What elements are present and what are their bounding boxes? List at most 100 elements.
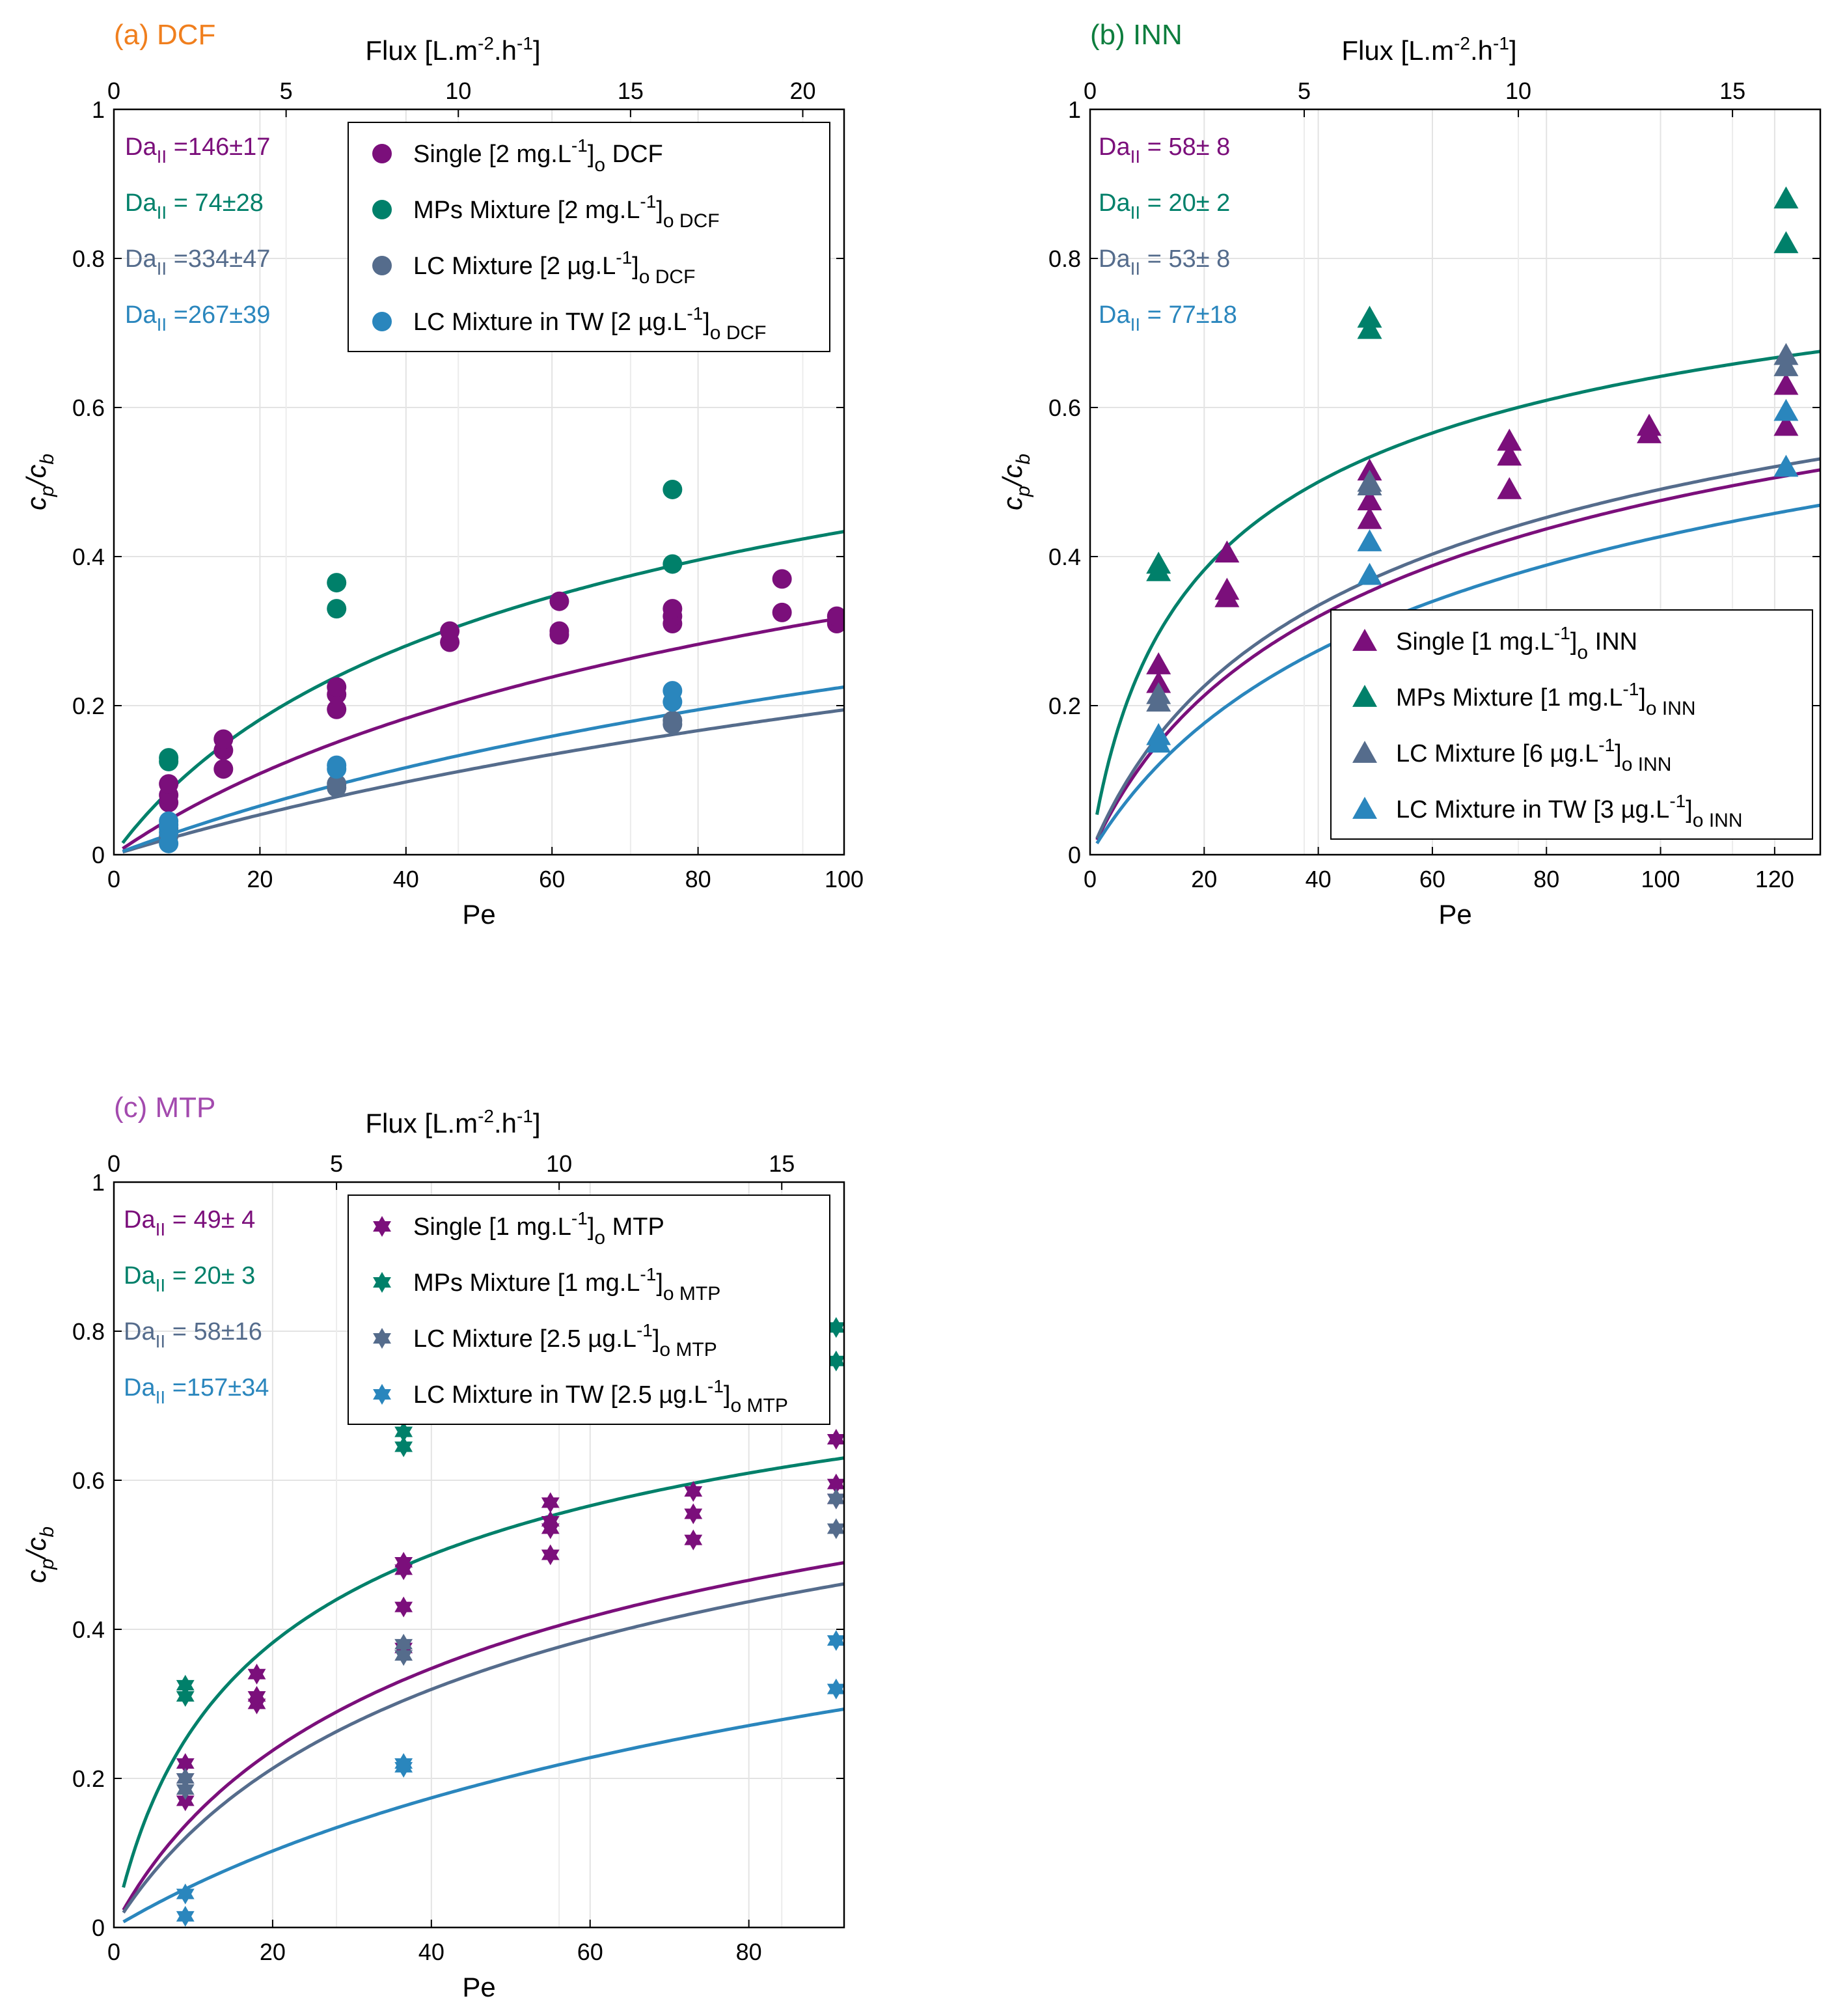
data-point-lctw xyxy=(176,1905,195,1927)
data-point-single xyxy=(1214,540,1240,563)
fit-curve-mps xyxy=(1095,350,1820,815)
legend-marker-lctw xyxy=(1352,797,1377,819)
legend-entry-mps: MPs Mixture [1 mg.L-1]o MTP xyxy=(413,1264,720,1305)
legend-marker-lc-b xyxy=(373,1333,391,1349)
data-point-mps xyxy=(327,599,347,619)
x2-tick-label: 0 xyxy=(107,77,120,104)
data-point-single xyxy=(684,1481,703,1502)
legend: Single [2 mg.L-1]o DCF MPs Mixture [2 mg.… xyxy=(348,122,830,352)
fit-curve-mps xyxy=(121,530,844,844)
data-point-single xyxy=(247,1686,266,1707)
data-point-lctw xyxy=(1773,454,1799,477)
y-tick-label: 1 xyxy=(1068,96,1081,123)
data-point-single xyxy=(827,606,844,626)
x2-axis-title: Flux [L.m-2.h-1] xyxy=(1341,33,1516,66)
data-point-lctw-b xyxy=(176,1888,195,1905)
data-point-mps xyxy=(1146,551,1171,574)
legend-entry-lc: LC Mixture [6 µg.L-1]o INN xyxy=(1396,735,1671,775)
legend-marker-single-b xyxy=(373,1221,391,1237)
x2-tick-label: 20 xyxy=(789,77,815,104)
y-tick-label: 1 xyxy=(92,1169,105,1196)
data-point-mps-b xyxy=(827,1355,844,1372)
x2-axis-title: Flux [L.m-2.h-1] xyxy=(365,1106,540,1139)
da-label-lctw: DaII =267±39 xyxy=(125,301,270,335)
data-point-single xyxy=(440,621,460,641)
axes-box xyxy=(113,108,845,856)
legend-marker-mps xyxy=(373,1272,391,1293)
data-point-mps xyxy=(1357,305,1382,328)
x-axis-title: Pe xyxy=(462,1972,495,2002)
data-point-lc-b xyxy=(827,1493,844,1510)
y-tick-label: 0.6 xyxy=(1048,394,1081,421)
legend-marker-single xyxy=(373,1216,391,1237)
data-point-lc xyxy=(827,1518,844,1540)
data-point-single xyxy=(684,1529,703,1551)
fit-curves xyxy=(1095,350,1820,845)
data-point-lc-b xyxy=(394,1638,413,1655)
fit-curve-mps xyxy=(122,1456,844,1888)
panel-label: (b) INN xyxy=(1090,19,1183,51)
data-point-single xyxy=(549,625,569,645)
data-point-single-b xyxy=(684,1508,703,1525)
y-tick-label: 1 xyxy=(92,96,105,123)
y-tick-label: 0 xyxy=(92,1914,105,1941)
data-point-single xyxy=(1214,577,1240,600)
da-label-single: DaII = 49± 4 xyxy=(124,1206,255,1239)
data-point-lc-b xyxy=(394,1650,413,1666)
x2-axis-title: Flux [L.m-2.h-1] xyxy=(365,33,540,66)
x-axis-title: Pe xyxy=(462,899,495,930)
legend-entry-lc: LC Mixture [2.5 µg.L-1]o MTP xyxy=(413,1320,717,1360)
data-points xyxy=(1146,186,1799,753)
y-tick-label: 0.4 xyxy=(1048,544,1081,570)
y-tick-label: 0.8 xyxy=(72,1318,105,1345)
data-point-single-b xyxy=(827,1434,844,1450)
data-point-single-b xyxy=(247,1691,266,1707)
da-label-lc: DaII = 58±16 xyxy=(124,1318,262,1351)
panel-label: (a) DCF xyxy=(114,19,215,51)
x-tick-label: 0 xyxy=(1084,866,1097,892)
data-point-lctw xyxy=(327,755,347,775)
data-point-single-b xyxy=(541,1549,560,1566)
data-point-mps xyxy=(176,1674,195,1696)
legend-entry-mps: MPs Mixture [1 mg.L-1]o INN xyxy=(1396,679,1696,719)
fit-curve-single xyxy=(122,1561,844,1911)
x-tick-label: 20 xyxy=(1191,866,1217,892)
da-label-lc: DaII =334±47 xyxy=(125,245,270,279)
x2-tick-label: 15 xyxy=(1719,77,1745,104)
y-axis-title: cp/cb xyxy=(997,454,1034,510)
data-point-mps xyxy=(663,554,683,574)
y-tick-label: 0.6 xyxy=(72,1467,105,1494)
x2-tick-label: 10 xyxy=(1505,77,1531,104)
data-point-single xyxy=(1497,443,1522,466)
da-label-lctw: DaII = 77±18 xyxy=(1099,301,1237,335)
legend-marker-single xyxy=(1352,629,1377,651)
x2-tick-label: 5 xyxy=(1298,77,1311,104)
data-point-single-b xyxy=(394,1556,413,1573)
y-tick-label: 0.6 xyxy=(72,394,105,421)
legend-entry-lc: LC Mixture [2 µg.L-1]o DCF xyxy=(413,247,695,288)
da-label-mps: DaII = 20± 2 xyxy=(1099,189,1230,223)
legend-box xyxy=(348,122,830,352)
x-tick-label: 60 xyxy=(539,866,565,892)
data-point-mps xyxy=(663,479,683,499)
da-label-mps: DaII = 20± 3 xyxy=(124,1262,255,1295)
y-tick-label: 0.2 xyxy=(1048,693,1081,719)
data-point-single xyxy=(394,1551,413,1573)
legend-marker-lc xyxy=(1352,741,1377,763)
axes-box xyxy=(113,1181,845,1929)
data-point-lctw xyxy=(827,1678,844,1700)
data-point-single xyxy=(827,1473,844,1495)
data-point-mps xyxy=(327,573,347,593)
x2-tick-label: 15 xyxy=(618,77,644,104)
da-label-single: DaII = 58± 8 xyxy=(1099,133,1230,167)
data-point-lc xyxy=(1357,469,1382,492)
data-point-single xyxy=(1773,413,1799,436)
data-point-mps-b xyxy=(176,1691,195,1707)
data-point-lctw xyxy=(1357,529,1382,551)
data-point-single xyxy=(159,774,179,794)
x2-tick-label: 15 xyxy=(769,1150,795,1177)
x-tick-label: 80 xyxy=(685,866,711,892)
